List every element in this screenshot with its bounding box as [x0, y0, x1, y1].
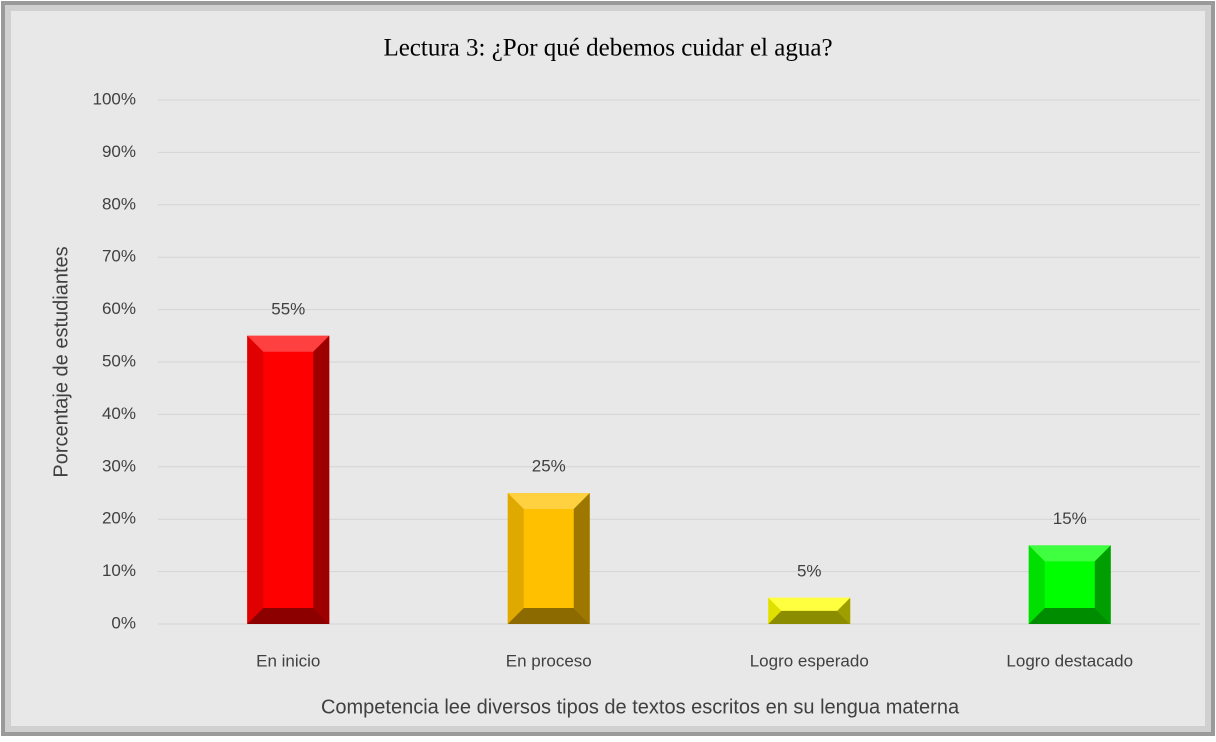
data-label: 15%	[1053, 509, 1087, 528]
y-tick-label: 0%	[111, 613, 136, 632]
data-label: 25%	[532, 456, 566, 475]
bar-bevel	[507, 493, 590, 509]
bar-bevel	[768, 597, 851, 611]
bar-bevel	[1094, 545, 1111, 624]
chart-background	[11, 11, 1205, 726]
bar-bevel	[837, 597, 851, 624]
bar-bevel	[507, 493, 524, 624]
bar-bevel	[1028, 545, 1045, 624]
y-tick-label: 40%	[102, 404, 136, 423]
bar-bevel	[573, 493, 590, 624]
bar-bevel	[1028, 608, 1111, 624]
bar-bevel	[768, 597, 782, 624]
bar-bevel	[313, 335, 330, 624]
y-tick-label: 20%	[102, 509, 136, 528]
data-label: 5%	[797, 561, 822, 580]
chart-title: Lectura 3: ¿Por qué debemos cuidar el ag…	[383, 35, 832, 62]
y-tick-label: 80%	[102, 194, 136, 213]
y-tick-label: 100%	[93, 89, 136, 108]
x-tick-label: Logro destacado	[1006, 651, 1133, 670]
x-tick-label: Logro esperado	[750, 651, 869, 670]
y-tick-label: 90%	[102, 142, 136, 161]
y-axis-title: Porcentaje de estudiantes	[50, 246, 72, 477]
bar-bevel	[768, 610, 851, 624]
x-axis-title: Competencia lee diversos tipos de textos…	[321, 696, 960, 718]
x-tick-label: En proceso	[506, 651, 592, 670]
bar-bevel	[247, 335, 264, 624]
y-tick-label: 30%	[102, 456, 136, 475]
y-tick-label: 60%	[102, 299, 136, 318]
x-tick-label: En inicio	[256, 651, 320, 670]
data-label: 55%	[271, 299, 305, 318]
y-tick-label: 10%	[102, 561, 136, 580]
bar-bevel	[1028, 545, 1111, 562]
bar-bevel	[507, 608, 590, 624]
y-tick-label: 50%	[102, 351, 136, 370]
y-tick-label: 70%	[102, 247, 136, 266]
bar-bevel	[247, 608, 330, 624]
bar-bevel	[247, 335, 330, 352]
